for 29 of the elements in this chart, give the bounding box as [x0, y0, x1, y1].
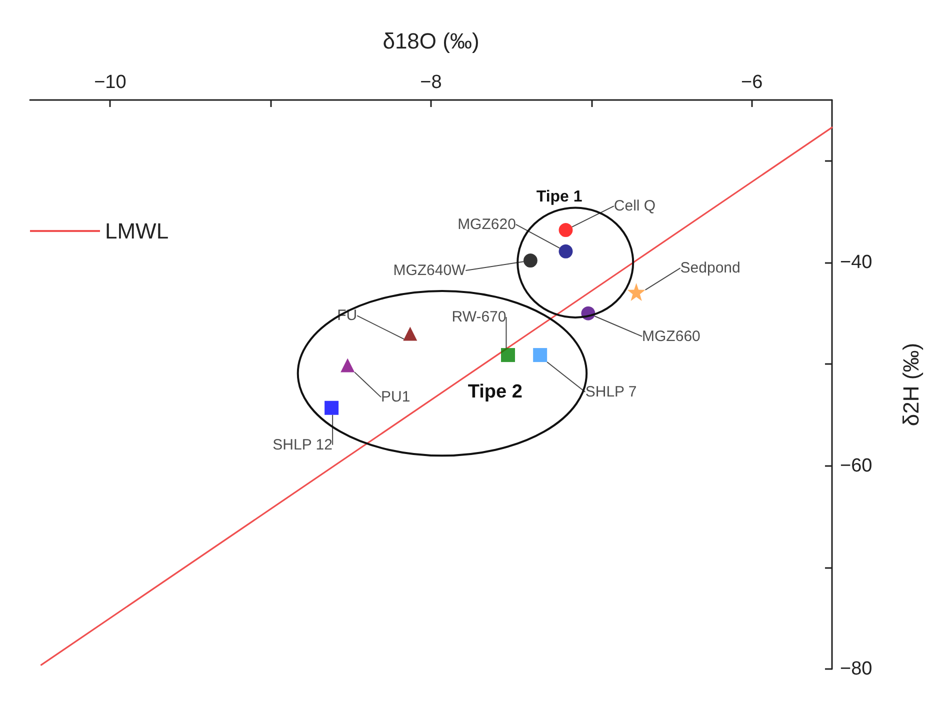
text: SHLP 7	[585, 384, 637, 401]
point	[340, 358, 355, 372]
text: PU1	[381, 388, 410, 406]
series-label: SHLP 12	[272, 436, 332, 454]
point	[324, 400, 339, 415]
point	[523, 254, 538, 268]
x-tick-label: −8	[420, 72, 442, 93]
x-axis-title: δ18O (‰)	[382, 28, 480, 54]
x-tick-label: −6	[740, 72, 763, 93]
x-tick-label: −10	[94, 72, 126, 93]
text: Sedpond	[680, 260, 740, 277]
text: MGZ660	[642, 328, 700, 345]
point	[500, 348, 515, 362]
y-tick-label: −60	[840, 455, 872, 476]
text: MGZ640W	[393, 262, 467, 280]
annotation: Tipe 2	[468, 382, 522, 403]
annotation: Tipe 1	[536, 188, 582, 206]
y-tick-label: −80	[840, 658, 872, 680]
point	[627, 283, 646, 302]
text: MGZ620	[458, 216, 516, 233]
y-tick-label: −40	[840, 252, 872, 274]
point	[403, 326, 418, 341]
legend-label: LMWL	[105, 218, 169, 244]
point	[558, 223, 573, 238]
series-label: RW-670	[452, 308, 506, 326]
y-axis-title: δ2H (‰)	[898, 342, 924, 426]
text: Cell Q	[614, 198, 656, 215]
point	[533, 348, 548, 362]
point	[558, 244, 573, 258]
